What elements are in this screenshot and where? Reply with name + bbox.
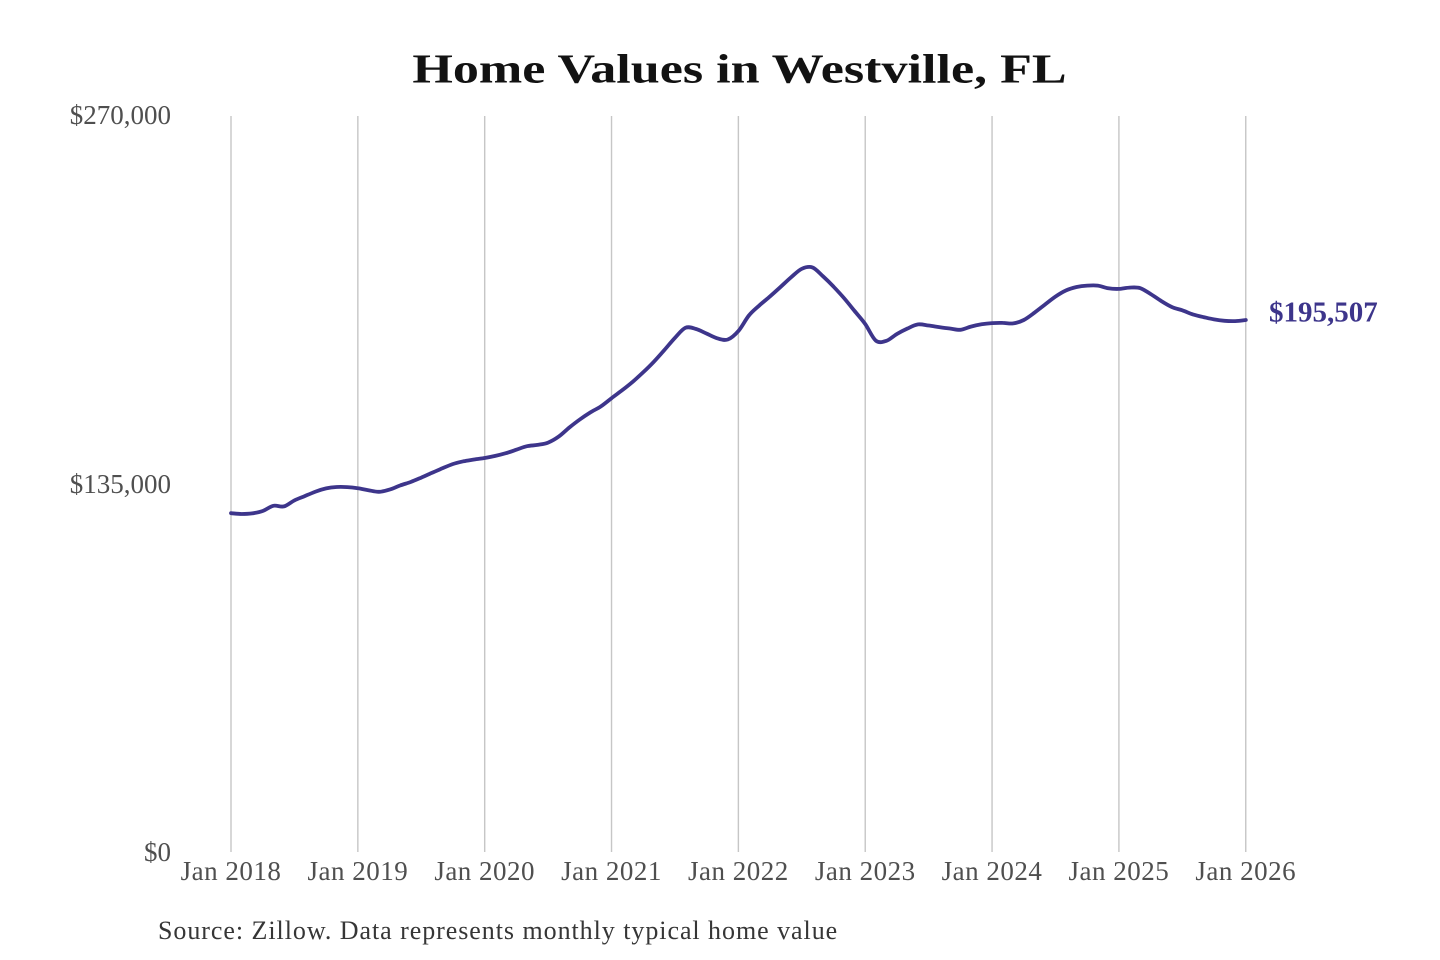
svg-text:Jan 2022: Jan 2022 (688, 856, 789, 886)
svg-text:Source: Zillow. Data represent: Source: Zillow. Data represents monthly … (158, 916, 838, 945)
svg-text:Jan 2025: Jan 2025 (1069, 856, 1170, 886)
svg-text:Jan 2024: Jan 2024 (942, 856, 1043, 886)
svg-text:$270,000: $270,000 (70, 100, 171, 130)
svg-text:$135,000: $135,000 (70, 469, 171, 499)
svg-text:Jan 2018: Jan 2018 (181, 856, 282, 886)
svg-text:$0: $0 (144, 837, 171, 867)
svg-text:$195,507: $195,507 (1269, 297, 1378, 329)
svg-text:Jan 2020: Jan 2020 (434, 856, 535, 886)
svg-text:Home Values in Westville, FL: Home Values in Westville, FL (412, 47, 1066, 92)
svg-text:Jan 2026: Jan 2026 (1195, 856, 1296, 886)
svg-text:Jan 2019: Jan 2019 (307, 856, 408, 886)
svg-text:Jan 2021: Jan 2021 (561, 856, 662, 886)
svg-text:Jan 2023: Jan 2023 (815, 856, 916, 886)
